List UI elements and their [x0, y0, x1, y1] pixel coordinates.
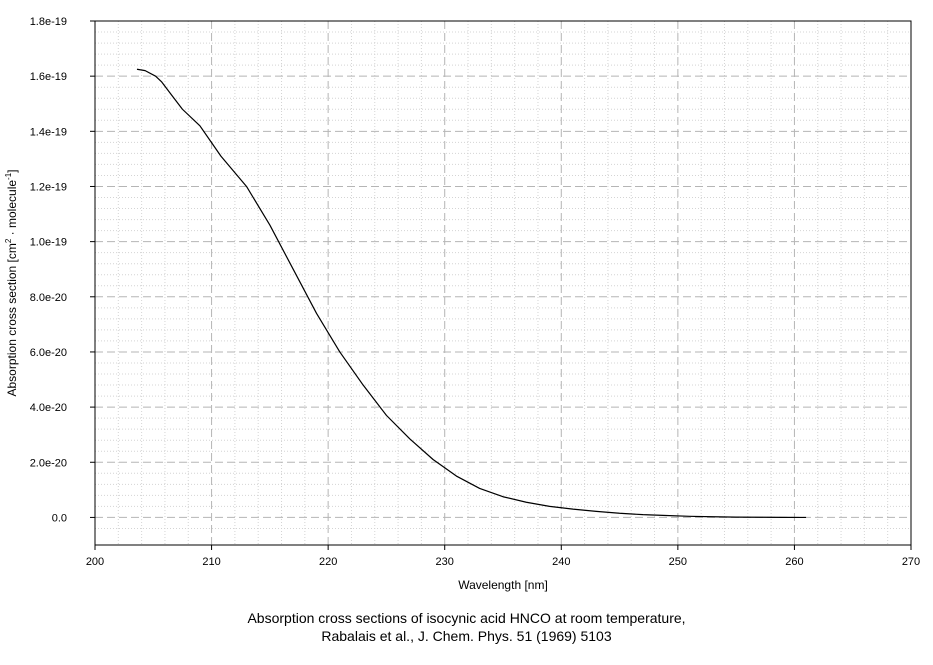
- y-tick-label: 0.0: [52, 512, 67, 524]
- y-tick-label: 1.6e-19: [30, 71, 67, 83]
- y-tick-label: 1.8e-19: [30, 16, 67, 28]
- x-axis-ticks: 200 210 220 230 240 250 260 270: [86, 545, 920, 568]
- y-tick-label: 1.4e-19: [30, 126, 67, 138]
- y-tick-label: 6.0e-20: [30, 347, 67, 359]
- x-tick-label: 250: [669, 556, 687, 568]
- y-axis-label: Absorption cross section [cm2 · molecule…: [4, 169, 19, 396]
- x-tick-label: 220: [319, 556, 337, 568]
- x-tick-label: 260: [785, 556, 803, 568]
- y-tick-label: 1.2e-19: [30, 181, 67, 193]
- y-axis-ticks: 0.0 2.0e-20 4.0e-20 6.0e-20 8.0e-20 1.0e-19 1.…: [30, 16, 95, 524]
- figure-caption-line-1: Absorption cross sections of isocynic ac…: [247, 610, 686, 626]
- x-tick-label: 230: [436, 556, 454, 568]
- plot-frame: [94, 20, 912, 546]
- y-tick-label: 8.0e-20: [30, 292, 67, 304]
- series-layer: [136, 68, 807, 519]
- x-tick-label: 270: [902, 556, 920, 568]
- y-axis-label-sup1: 2: [4, 238, 13, 243]
- y-tick-label: 2.0e-20: [30, 457, 67, 469]
- y-tick-label: 1.0e-19: [30, 237, 67, 249]
- y-axis-label-mid: · molecule: [5, 180, 19, 239]
- y-axis-label-prefix: Absorption cross section [cm: [5, 243, 19, 396]
- x-axis-label: Wavelength [nm]: [458, 578, 548, 592]
- x-tick-label: 200: [86, 556, 104, 568]
- y-axis-label-suffix: ]: [5, 169, 19, 172]
- x-tick-label: 210: [202, 556, 220, 568]
- minor-gridlines: [95, 21, 911, 545]
- figure-caption-line-2: Rabalais et al., J. Chem. Phys. 51 (1969…: [321, 628, 612, 644]
- x-tick-label: 240: [552, 556, 570, 568]
- y-tick-label: 4.0e-20: [30, 402, 67, 414]
- series-line-1: [136, 68, 807, 519]
- y-axis-label-sup2: -1: [4, 172, 13, 180]
- major-gridlines: [95, 21, 911, 545]
